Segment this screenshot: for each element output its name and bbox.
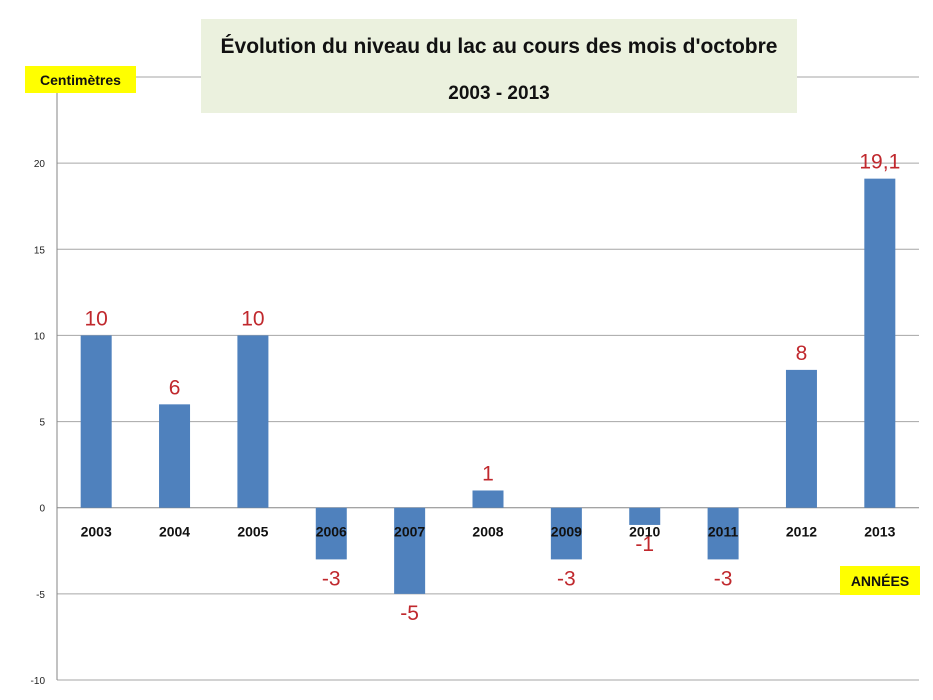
y-tick-label: 0	[39, 504, 45, 515]
data-label: -3	[322, 567, 341, 590]
bar-2009	[550, 507, 582, 560]
x-tick-label: 2013	[864, 524, 895, 540]
y-tick-label: 10	[34, 331, 46, 342]
data-labels: 10 6 10 -3 -5 1 -3 -1 -3 8 19,1	[85, 151, 901, 625]
chart-title: Évolution du niveau du lac au cours des …	[220, 35, 778, 58]
bar-2003	[80, 335, 112, 508]
x-tick-label: 2009	[551, 524, 582, 540]
bar-2010	[629, 507, 661, 525]
data-label: -5	[400, 602, 419, 625]
gridlines	[56, 76, 919, 681]
bar-2011	[707, 507, 739, 560]
x-tick-label: 2008	[472, 524, 503, 540]
data-label: -1	[635, 533, 654, 556]
x-tick-label: 2011	[708, 524, 739, 540]
data-label: 6	[169, 376, 181, 399]
data-label: -3	[714, 567, 733, 590]
data-label: 1	[482, 462, 494, 485]
y-tick-label: -5	[36, 590, 45, 601]
data-label: 19,1	[859, 151, 900, 174]
bar-2007	[394, 507, 426, 594]
y-axis-label: Centimètres	[25, 66, 136, 93]
chart-subtitle: 2003 - 2013	[448, 83, 550, 104]
bar-2004	[159, 404, 191, 508]
x-tick-label: 2005	[237, 524, 268, 540]
bar-2008	[472, 490, 504, 508]
x-tick-label: 2003	[81, 524, 112, 540]
bar-2006	[315, 507, 347, 560]
x-tick-label: 2004	[159, 524, 190, 540]
x-tick-label: 2010	[629, 524, 660, 540]
chart-title-box: Évolution du niveau du lac au cours des …	[201, 19, 797, 113]
y-tick-label: 20	[34, 159, 46, 170]
data-label: 10	[241, 307, 264, 330]
x-tick-label: 2007	[394, 524, 425, 540]
data-label: 8	[796, 342, 808, 365]
bar-2012	[785, 369, 817, 508]
x-axis-label: ANNÉES	[840, 566, 920, 595]
x-tick-label: 2006	[316, 524, 347, 540]
data-label: -3	[557, 567, 576, 590]
x-tick-label: 2012	[786, 524, 817, 540]
y-tick-label: -10	[31, 676, 46, 687]
y-tick-label: 5	[39, 418, 45, 429]
data-label: 10	[85, 307, 108, 330]
bar-2005	[237, 335, 269, 508]
bars	[80, 178, 896, 594]
bar-2013	[864, 178, 896, 508]
x-tick-labels: 2003 2004 2005 2006 2007 2008 2009 2010 2011 2012…	[81, 524, 896, 540]
y-tick-labels: -10 -5 0 5 10 15 20	[31, 159, 46, 687]
y-tick-label: 15	[34, 245, 46, 256]
